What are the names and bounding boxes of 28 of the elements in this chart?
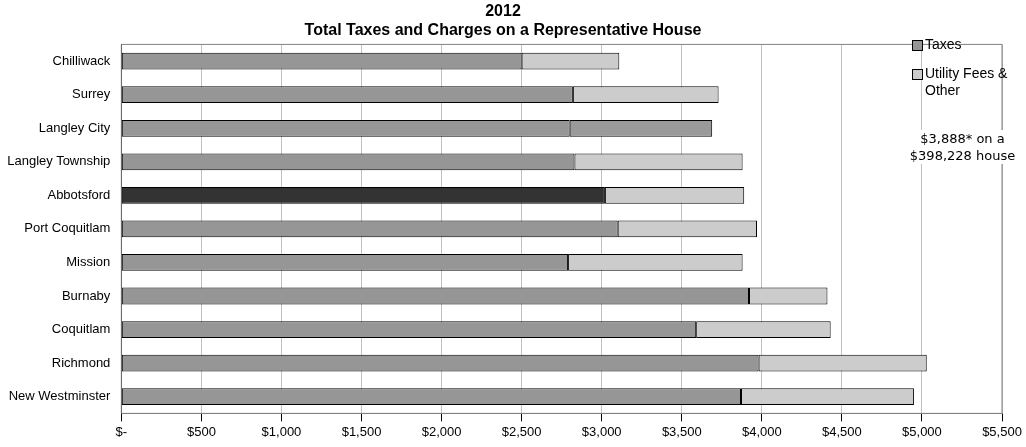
y-tick-label: Langley Township [7, 153, 111, 169]
x-tick-label: $500 [186, 423, 216, 439]
x-tick-label: $4,000 [741, 423, 782, 439]
x-tick-label: $3,000 [581, 423, 622, 439]
x-tick-label: $3,500 [661, 423, 702, 439]
x-tick-label: $5,000 [902, 423, 942, 439]
y-tick-label: Port Coquitlam [24, 220, 111, 236]
y-tick-label: Surrey [72, 86, 111, 102]
y-tick-label: Mission [66, 254, 111, 270]
chart-subtitle: Total Taxes and Charges on a Representative House [304, 21, 702, 39]
y-tick-label: New Westminster [8, 388, 112, 404]
chart-title: 2012 [485, 2, 521, 20]
y-tick-label: Chilliwack [52, 52, 111, 68]
y-tick-label: Burnaby [61, 287, 111, 303]
y-tick-label: Abbotsford [47, 186, 111, 202]
x-tick-label: $1,000 [261, 423, 302, 439]
x-tick-label: $5,500 [982, 423, 1022, 439]
y-tick-label: Langley City [38, 119, 111, 135]
y-tick-label: Richmond [51, 354, 111, 370]
x-tick-label: $1,500 [341, 423, 382, 439]
x-tick-label: $4,500 [822, 423, 862, 439]
legend-label: Utility Fees & Other [925, 65, 1009, 99]
legend-label: Taxes [925, 36, 962, 53]
x-tick-label: $2,000 [421, 423, 462, 439]
annotation: $3,888* on a $398,228 house [900, 130, 1025, 164]
y-tick-label: Coquitlam [51, 321, 111, 337]
x-tick-label: $2,500 [501, 423, 542, 439]
x-tick-label: $- [115, 423, 128, 439]
